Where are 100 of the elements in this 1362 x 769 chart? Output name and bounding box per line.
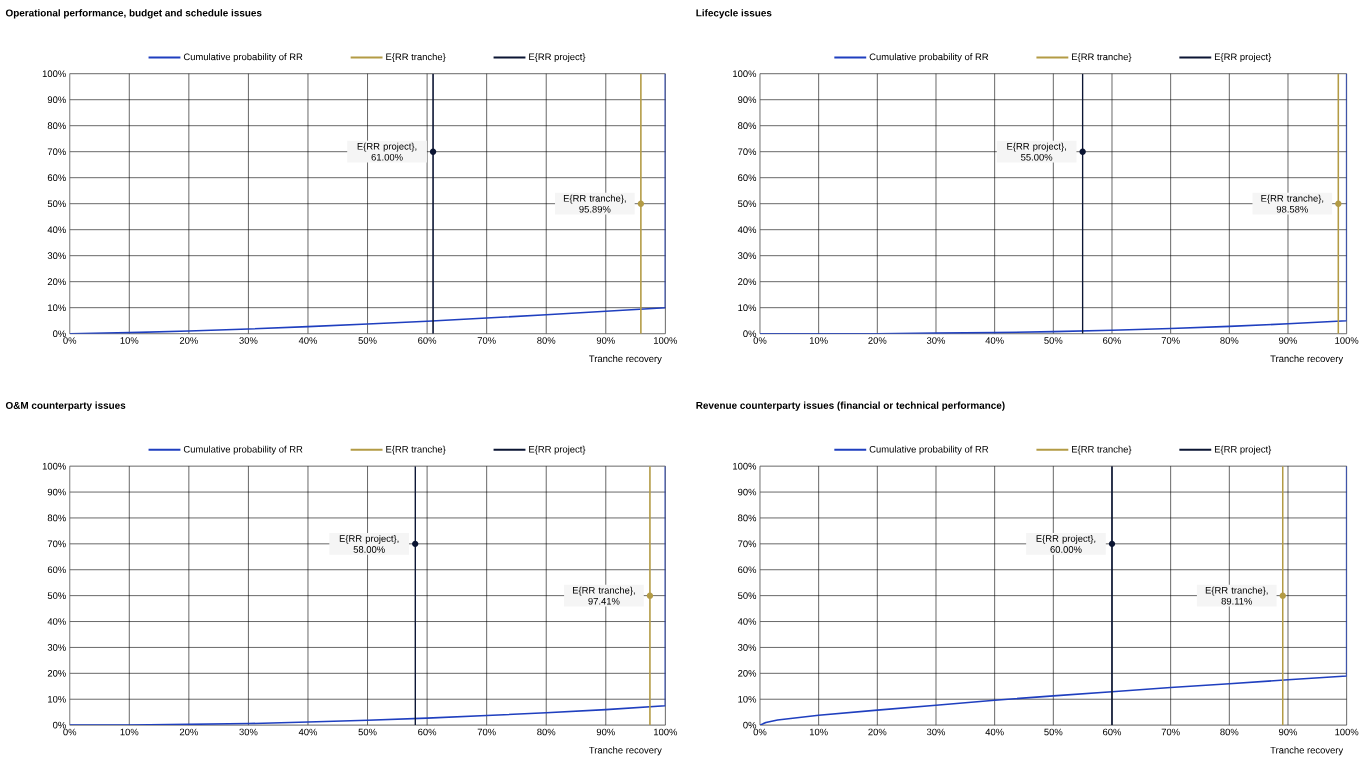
x-tick-label: 90%: [596, 337, 615, 344]
legend-label: E{RR project}: [1214, 53, 1272, 63]
x-tick-label: 80%: [537, 728, 556, 736]
x-tick-label: 20%: [179, 728, 198, 736]
x-tick-label: 30%: [926, 728, 946, 736]
chart-title: Lifecycle issues: [696, 9, 772, 19]
x-tick-label: 0%: [753, 728, 767, 736]
x-tick-label: 50%: [1044, 728, 1063, 736]
x-tick-label: 10%: [120, 728, 139, 736]
x-tick-label: 20%: [868, 728, 887, 736]
y-tick-label: 60%: [47, 174, 66, 182]
x-tick-label: 60%: [418, 337, 437, 344]
legend-label: Cumulative probability of RR: [869, 53, 989, 63]
y-tick-label: 20%: [47, 670, 66, 677]
x-tick-label: 40%: [985, 728, 1004, 736]
legend-label: E{RR project}: [529, 53, 586, 63]
annotation: E{RR tranche}, 97.41%: [572, 586, 635, 605]
x-axis-title: Tranche recovery: [589, 355, 662, 364]
annotation: E{RR tranche}, 98.58%: [1261, 194, 1324, 213]
y-tick-label: 50%: [47, 592, 66, 600]
y-tick-label: 70%: [738, 540, 757, 548]
x-tick-label: 100%: [654, 337, 678, 344]
x-tick-label: 100%: [654, 728, 678, 736]
y-tick-label: 40%: [737, 226, 757, 234]
annotation: E{RR tranche}, 95.89%: [563, 194, 626, 213]
y-tick-label: 60%: [738, 174, 757, 182]
y-tick-label: 50%: [737, 592, 757, 600]
x-axis-title: Tranche recovery: [589, 746, 662, 756]
x-tick-label: 30%: [239, 728, 258, 736]
x-tick-label: 70%: [477, 728, 496, 736]
annotation: E{RR project}, 55.00%: [1007, 142, 1066, 161]
x-tick-label: 30%: [926, 337, 946, 344]
legend-label: E{RR tranche}: [1072, 445, 1132, 455]
chart-title: O&M counterparty issues: [5, 401, 126, 411]
legend-label: E{RR project}: [1214, 445, 1272, 455]
x-tick-label: 100%: [1335, 337, 1359, 344]
x-tick-label: 90%: [1278, 728, 1298, 736]
y-tick-label: 80%: [738, 122, 757, 130]
annotation: E{RR project}, 60.00%: [1036, 534, 1096, 553]
y-tick-label: 10%: [738, 304, 757, 312]
x-tick-label: 100%: [1335, 728, 1359, 736]
legend-label: E{RR tranche}: [386, 53, 446, 63]
y-tick-label: 70%: [47, 148, 66, 156]
annotation: E{RR tranche}, 89.11%: [1205, 586, 1268, 605]
y-tick-label: 100%: [42, 70, 66, 78]
x-tick-label: 10%: [809, 337, 828, 344]
y-tick-label: 0%: [743, 721, 757, 729]
y-tick-label: 70%: [47, 540, 66, 548]
x-axis-title: Tranche recovery: [1270, 355, 1344, 364]
legend-label: Cumulative probability of RR: [183, 445, 303, 455]
x-tick-label: 0%: [63, 728, 77, 736]
y-tick-label: 40%: [47, 618, 66, 625]
y-tick-label: 80%: [47, 122, 66, 130]
x-tick-label: 20%: [179, 337, 198, 344]
annotation: E{RR project}, 58.00%: [339, 534, 399, 553]
x-tick-label: 70%: [477, 337, 496, 344]
y-tick-label: 80%: [738, 514, 757, 522]
y-tick-label: 20%: [47, 278, 66, 286]
legend-label: E{RR tranche}: [1072, 53, 1132, 63]
x-tick-label: 90%: [1278, 337, 1298, 344]
x-tick-label: 80%: [1220, 337, 1239, 344]
y-tick-label: 0%: [52, 330, 66, 338]
y-tick-label: 40%: [47, 226, 66, 234]
y-tick-label: 50%: [737, 200, 757, 208]
legend-label: E{RR project}: [529, 445, 586, 455]
x-tick-label: 0%: [63, 337, 77, 344]
x-tick-label: 20%: [868, 337, 887, 344]
y-tick-label: 70%: [738, 148, 757, 156]
y-tick-label: 100%: [733, 462, 757, 470]
x-tick-label: 90%: [596, 728, 615, 736]
chart-title: Revenue counterparty issues (financial or technical performance): [696, 401, 1005, 411]
y-tick-label: 100%: [733, 70, 757, 78]
x-axis-title: Tranche recovery: [1270, 746, 1344, 756]
y-tick-label: 90%: [47, 96, 66, 104]
y-tick-label: 0%: [743, 330, 757, 338]
y-tick-label: 50%: [47, 200, 66, 208]
annotation: E{RR project}, 61.00%: [357, 142, 417, 161]
x-tick-label: 50%: [358, 728, 377, 736]
y-tick-label: 80%: [47, 514, 66, 522]
x-tick-label: 80%: [537, 337, 556, 344]
y-tick-label: 90%: [738, 96, 757, 104]
y-tick-label: 10%: [738, 695, 757, 703]
x-tick-label: 40%: [298, 728, 318, 736]
y-tick-label: 100%: [42, 462, 66, 470]
x-tick-label: 30%: [239, 337, 258, 344]
x-tick-label: 60%: [418, 728, 437, 736]
y-tick-label: 90%: [738, 488, 757, 496]
x-tick-label: 60%: [1103, 728, 1122, 736]
y-tick-label: 10%: [48, 304, 66, 312]
y-tick-label: 30%: [737, 644, 757, 651]
chart-title: Operational performance, budget and schedule issues: [5, 9, 262, 19]
y-tick-label: 30%: [47, 644, 66, 651]
legend-label: E{RR tranche}: [386, 445, 446, 455]
x-tick-label: 50%: [1044, 337, 1063, 344]
y-tick-label: 20%: [738, 278, 757, 286]
legend-label: Cumulative probability of RR: [183, 53, 303, 63]
x-tick-label: 70%: [1161, 728, 1180, 736]
x-tick-label: 10%: [120, 337, 139, 344]
x-tick-label: 80%: [1220, 728, 1239, 736]
legend-label: Cumulative probability of RR: [869, 445, 989, 455]
